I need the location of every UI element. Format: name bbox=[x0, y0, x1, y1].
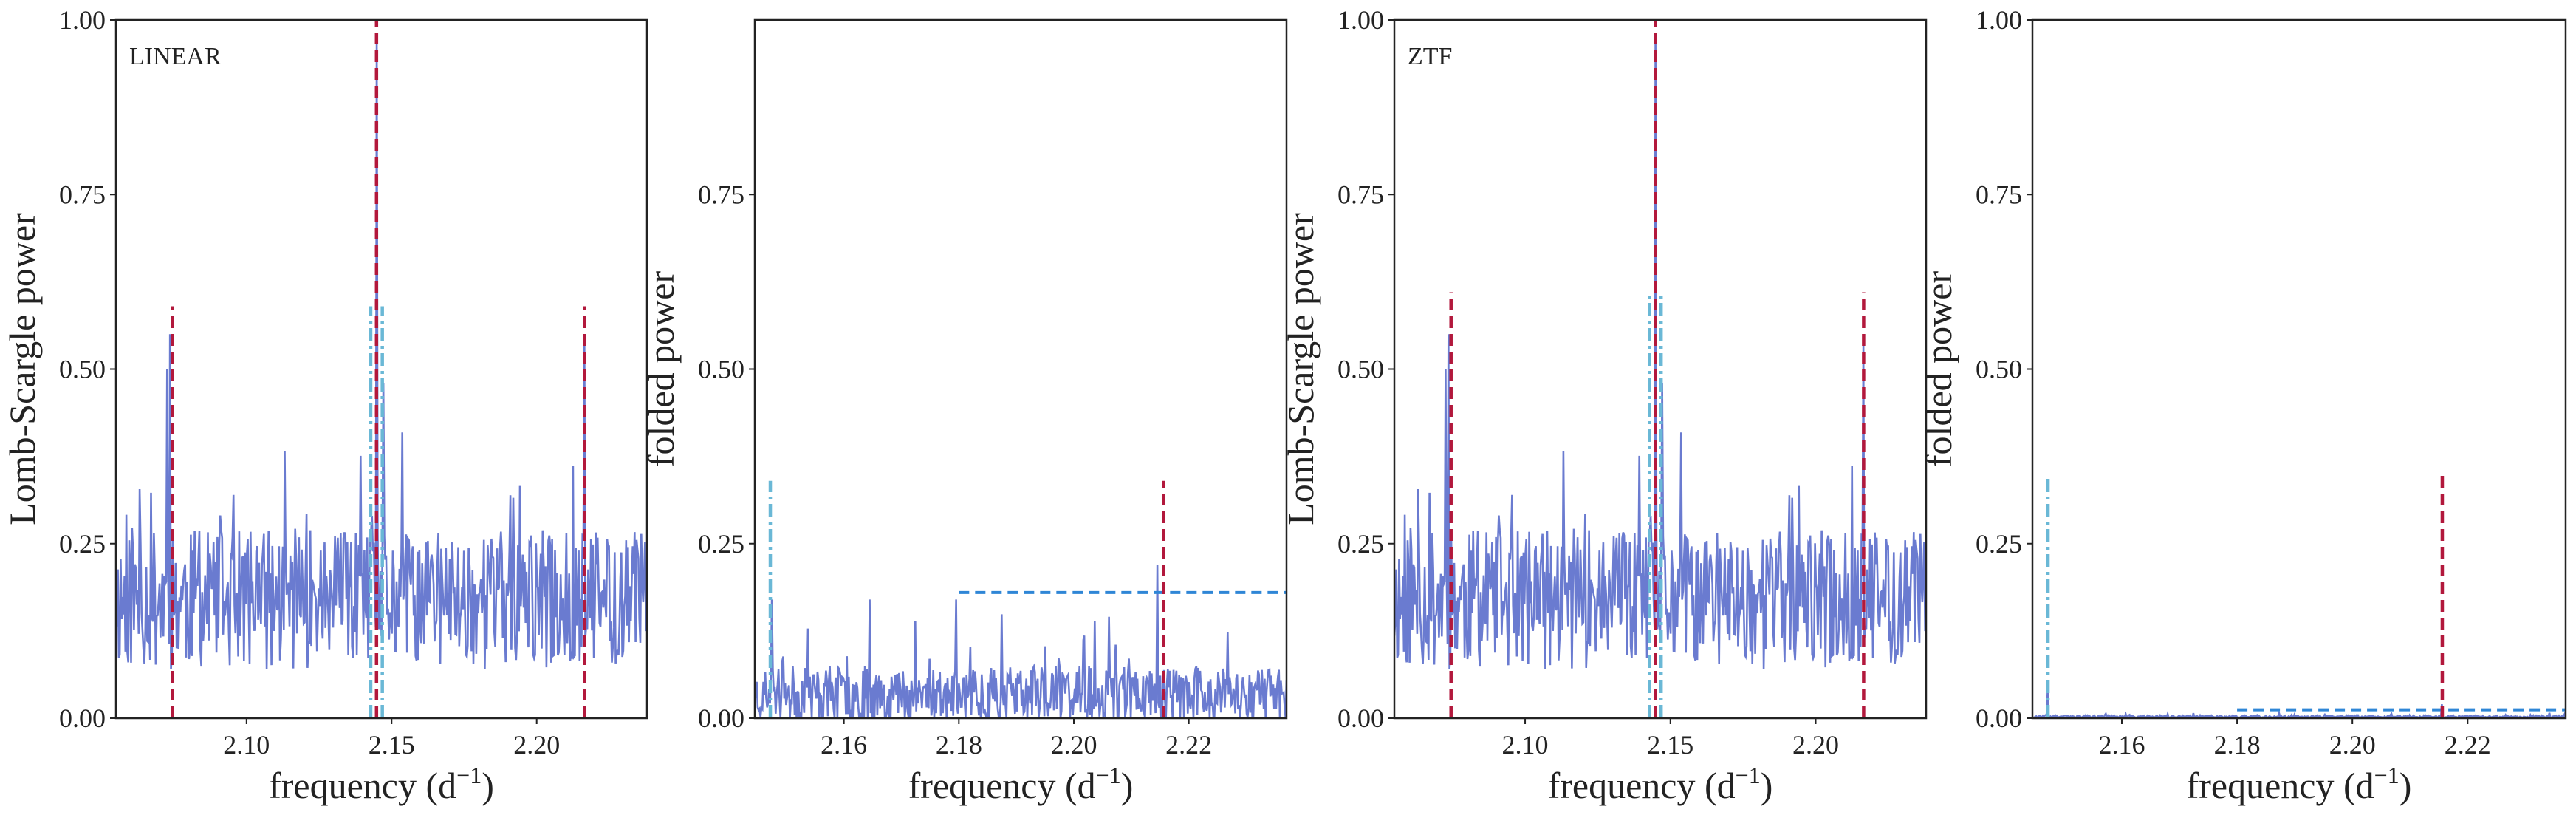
y-tick-label: 0.25 bbox=[1337, 529, 1384, 559]
x-axis-label-end: ) bbox=[1761, 765, 1773, 806]
spectrum-line bbox=[2032, 690, 2566, 718]
spectrum-line bbox=[755, 565, 1287, 718]
x-axis-label-base: frequency (d bbox=[269, 765, 456, 806]
x-tick-label: 2.18 bbox=[2214, 730, 2261, 760]
x-tick-label: 2.16 bbox=[821, 730, 867, 760]
x-axis-label: frequency (d−1) bbox=[908, 762, 1134, 806]
x-tick-label: 2.10 bbox=[223, 730, 270, 760]
x-axis-label-base: frequency (d bbox=[1548, 765, 1736, 806]
x-tick-label: 2.20 bbox=[2329, 730, 2376, 760]
panel-tag: LINEAR bbox=[129, 43, 222, 70]
panel-3: 0.00 0.25 0.50 0.75 1.00 2.10 2.15 2.20 frequenc… bbox=[1280, 5, 1928, 806]
x-tick-label: 2.10 bbox=[1502, 730, 1549, 760]
x-tick-label: 2.16 bbox=[2098, 730, 2145, 760]
x-tick-label: 2.20 bbox=[1792, 730, 1839, 760]
y-tick-label: 0.75 bbox=[698, 180, 744, 209]
y-tick-label: 1.00 bbox=[1976, 5, 2022, 35]
x-axis-label-sup: −1 bbox=[1736, 762, 1761, 788]
y-tick-label: 0.25 bbox=[59, 529, 106, 559]
x-tick-label: 2.15 bbox=[369, 730, 415, 760]
axes-frame bbox=[2031, 18, 2567, 720]
y-tick-label: 0.00 bbox=[698, 703, 744, 733]
y-axis-label: folded power bbox=[1918, 271, 1959, 468]
y-tick-label: 0.75 bbox=[1976, 180, 2022, 209]
x-axis-label-end: ) bbox=[2399, 765, 2412, 806]
panel-1: 0.00 0.25 0.50 0.75 1.00 2.10 2.15 2.20 frequenc… bbox=[1, 5, 648, 806]
x-axis-label: frequency (d−1) bbox=[2187, 762, 2412, 806]
x-tick-label: 2.20 bbox=[1051, 730, 1097, 760]
x-axis-label-end: ) bbox=[482, 765, 494, 806]
y-tick-label: 0.75 bbox=[59, 180, 106, 209]
x-tick-label: 2.22 bbox=[2445, 730, 2491, 760]
y-tick-label: 0.00 bbox=[59, 703, 106, 733]
y-axis-label: folded power bbox=[640, 271, 682, 468]
y-tick-label: 1.00 bbox=[1337, 5, 1384, 35]
x-axis-label-base: frequency (d bbox=[2187, 765, 2374, 806]
panel-4: 0.00 0.25 0.50 0.75 1.00 2.16 2.18 2.20 2.22 freq… bbox=[1918, 5, 2567, 806]
x-tick-label: 2.18 bbox=[936, 730, 982, 760]
y-tick-label: 0.50 bbox=[1337, 355, 1384, 384]
x-axis-label-end: ) bbox=[1121, 765, 1134, 806]
y-axis-label: Lomb-Scargle power bbox=[1, 213, 43, 525]
x-axis-label: frequency (d−1) bbox=[1548, 762, 1773, 806]
x-tick-label: 2.22 bbox=[1165, 730, 1212, 760]
y-tick-label: 1.00 bbox=[59, 5, 106, 35]
y-tick-label: 0.75 bbox=[1337, 180, 1384, 209]
y-tick-label: 0.50 bbox=[698, 355, 744, 384]
y-tick-label: 0.00 bbox=[1337, 703, 1384, 733]
y-tick-label: 0.50 bbox=[59, 355, 106, 384]
y-tick-label: 0.25 bbox=[1976, 529, 2022, 559]
y-axis-label: Lomb-Scargle power bbox=[1280, 213, 1321, 525]
x-axis-label-sup: −1 bbox=[1096, 762, 1121, 788]
x-axis-label-sup: −1 bbox=[2374, 762, 2399, 788]
panel-tag: ZTF bbox=[1408, 43, 1452, 70]
x-axis-label-sup: −1 bbox=[456, 762, 482, 788]
y-tick-label: 0.00 bbox=[1976, 703, 2022, 733]
y-tick-label: 0.50 bbox=[1976, 355, 2022, 384]
x-tick-label: 2.20 bbox=[513, 730, 560, 760]
x-axis-label: frequency (d−1) bbox=[269, 762, 494, 806]
panel-2: 0.00 0.25 0.50 0.75 2.16 2.18 2.20 2.22 frequenc… bbox=[640, 18, 1288, 806]
y-tick-label: 0.25 bbox=[698, 529, 744, 559]
x-axis-label-base: frequency (d bbox=[908, 765, 1096, 806]
axes-frame bbox=[753, 18, 1288, 720]
x-tick-label: 2.15 bbox=[1647, 730, 1693, 760]
